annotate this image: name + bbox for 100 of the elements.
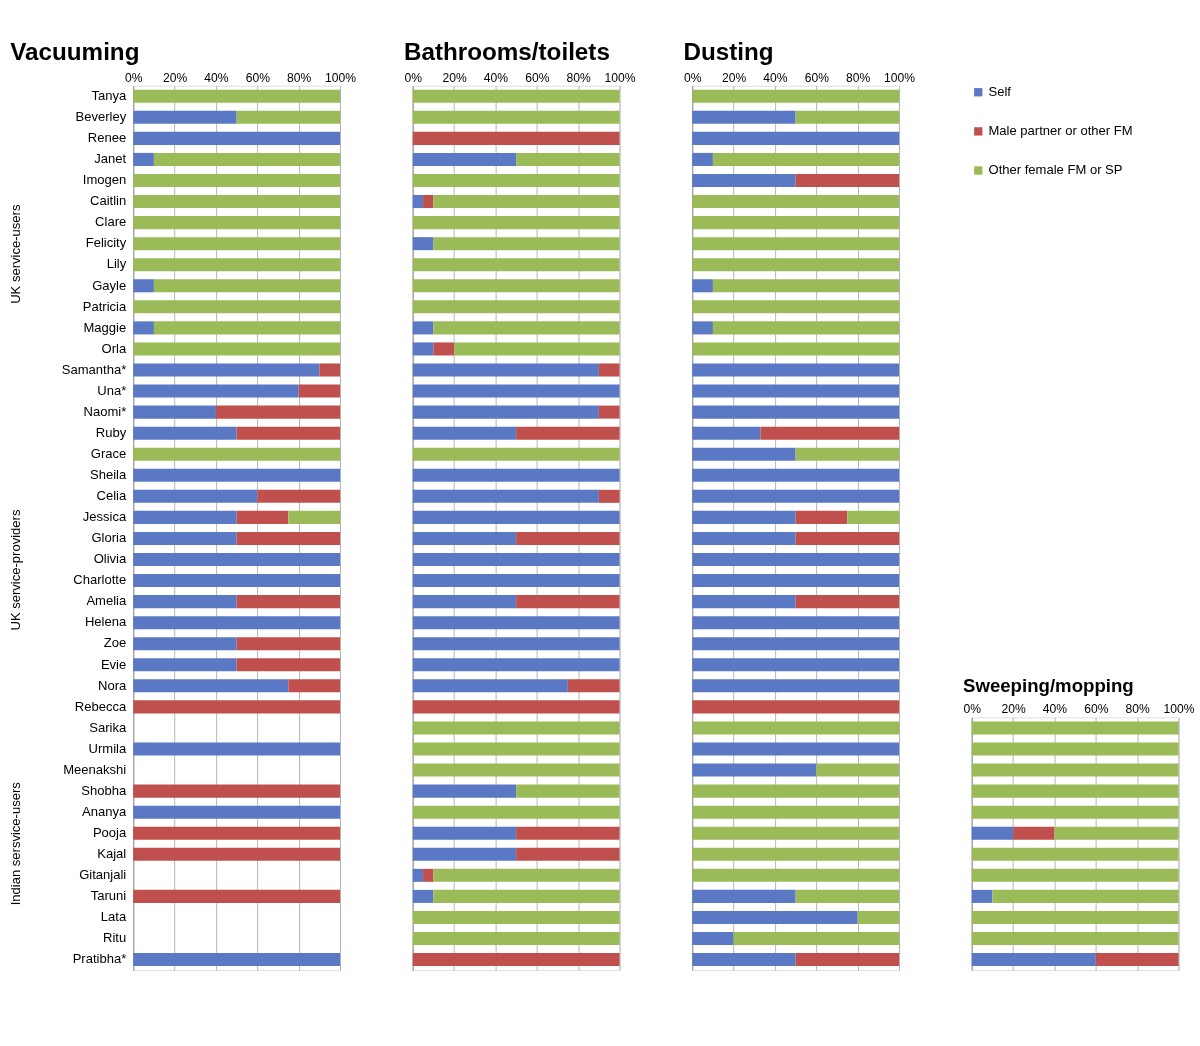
bar — [412, 721, 620, 735]
legend-label: Male partner or other FM — [988, 123, 1133, 139]
bar — [288, 510, 341, 524]
bar — [971, 847, 1179, 861]
bar — [795, 595, 900, 609]
bar — [692, 868, 900, 882]
bar — [567, 679, 620, 693]
x-tick-label: 0% — [404, 70, 423, 85]
bar — [133, 173, 341, 188]
bar — [692, 447, 796, 461]
y-tick-label: Shobha — [81, 782, 127, 798]
bar — [795, 447, 900, 461]
bar — [215, 405, 341, 419]
bar — [412, 931, 620, 946]
x-tick-label: 80% — [846, 70, 871, 85]
bar — [692, 363, 900, 377]
y-tick-label: Gloria — [91, 530, 127, 546]
bar — [795, 510, 848, 524]
y-tick-label: Ruby — [95, 424, 127, 440]
bar — [516, 826, 620, 840]
bar — [692, 847, 900, 861]
chart-title: Sweeping/mopping — [962, 675, 1134, 697]
bar — [412, 468, 620, 482]
x-tick-label: 20% — [442, 70, 467, 85]
y-tick-label: Charlotte — [73, 572, 127, 588]
x-tick-label: 0% — [963, 702, 982, 717]
y-tick-label: Caitlin — [90, 193, 127, 209]
x-tick-label: 0% — [124, 70, 143, 85]
bar — [692, 258, 900, 272]
bar — [795, 531, 900, 545]
bar — [433, 342, 455, 356]
bar — [133, 637, 237, 651]
y-tick-label: Amelia — [86, 593, 127, 609]
bar — [692, 405, 900, 419]
bar — [133, 342, 341, 356]
bar — [857, 910, 900, 924]
bar — [288, 679, 341, 693]
y-tick-label: Renee — [87, 130, 127, 146]
bar — [516, 784, 620, 798]
bar — [692, 510, 796, 524]
bar — [712, 279, 900, 293]
bar — [412, 152, 517, 166]
bar — [692, 531, 796, 545]
bar — [795, 173, 900, 188]
bar — [692, 216, 900, 230]
bar — [598, 363, 620, 377]
y-tick-label: Janet — [94, 151, 127, 167]
bar — [516, 152, 620, 166]
y-tick-label: Jessica — [82, 509, 127, 525]
bar — [412, 784, 517, 798]
bar — [412, 300, 620, 314]
bar — [692, 742, 900, 756]
bar — [692, 279, 713, 293]
x-tick-label: 20% — [721, 70, 747, 85]
bar — [516, 531, 620, 545]
bar — [971, 910, 1179, 924]
y-tick-label: Grace — [90, 445, 127, 461]
bar — [236, 531, 341, 545]
bar — [454, 342, 620, 356]
bar — [692, 342, 900, 356]
bar — [971, 953, 1096, 967]
x-tick-label: 80% — [287, 70, 312, 85]
bar — [236, 595, 341, 609]
bar — [692, 721, 900, 735]
x-tick-label: 60% — [525, 70, 550, 85]
bar — [516, 847, 620, 861]
y-tick-label: Zoe — [103, 635, 127, 651]
bar — [971, 889, 993, 903]
y-tick-label: Felicity — [85, 235, 127, 251]
bar — [692, 321, 713, 335]
bar — [298, 384, 341, 398]
y-tick-label: Una* — [97, 382, 127, 398]
bar — [692, 805, 900, 819]
bar — [412, 131, 620, 145]
bar — [133, 742, 341, 756]
x-tick-label: 60% — [1084, 702, 1109, 717]
bar — [971, 784, 1179, 798]
bar — [133, 889, 341, 903]
text: UK service-providers — [8, 509, 24, 631]
bar — [692, 700, 900, 714]
bar — [133, 468, 341, 482]
bar — [412, 237, 434, 251]
bar — [692, 426, 761, 440]
x-tick-label: 20% — [162, 70, 188, 85]
chart-title: Bathrooms/toilets — [403, 37, 610, 65]
bar — [412, 637, 620, 651]
bar — [971, 805, 1179, 819]
y-tick-label: Imogen — [82, 172, 127, 188]
bar — [598, 489, 620, 503]
bar — [236, 110, 341, 124]
bar — [133, 279, 154, 293]
bar — [433, 237, 620, 251]
bar — [133, 384, 299, 398]
bar — [692, 616, 900, 630]
x-tick-label: 100% — [1163, 702, 1195, 717]
bar — [598, 405, 620, 419]
bar — [692, 637, 900, 651]
y-tick-label: Sarika — [89, 719, 127, 735]
bar — [412, 384, 620, 398]
bar — [971, 721, 1179, 735]
